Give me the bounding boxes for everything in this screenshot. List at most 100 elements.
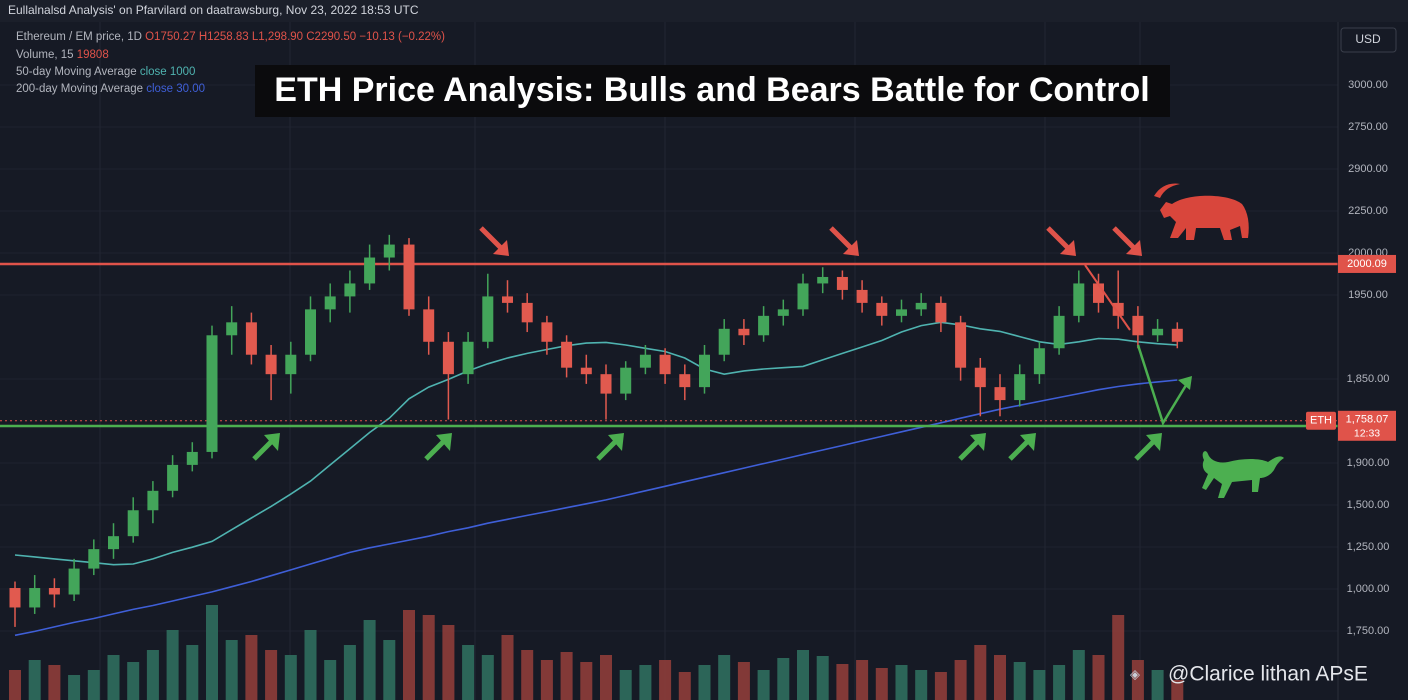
- volume-bar: [1131, 660, 1144, 700]
- annotation-arrow: [1134, 433, 1162, 461]
- volume-bar: [48, 665, 61, 700]
- legend-line: 50-day Moving Average close 1000: [16, 66, 195, 78]
- candle-body: [186, 451, 198, 465]
- candle-body: [1053, 315, 1065, 349]
- arrow-shaft: [829, 226, 853, 250]
- volume-bar: [718, 655, 731, 700]
- candle-body: [994, 387, 1006, 401]
- candle-body: [1112, 302, 1124, 316]
- candle-body: [1152, 328, 1164, 336]
- arrow-head: [1060, 240, 1076, 256]
- candle-body: [502, 296, 513, 303]
- candle-body: [29, 588, 41, 608]
- volume-bar: [915, 670, 928, 700]
- candle-body: [108, 536, 119, 550]
- y-tick-label: 2750.00: [1348, 121, 1388, 133]
- volume-bar: [856, 660, 869, 700]
- volume-bar: [1072, 650, 1085, 700]
- candle-body: [876, 302, 888, 316]
- button-label[interactable]: USD: [1355, 32, 1381, 46]
- volume-bar: [560, 652, 573, 700]
- candle-body: [482, 296, 494, 342]
- candle-body: [541, 322, 553, 342]
- price-badge: [1338, 410, 1396, 441]
- volume-bar: [1033, 670, 1046, 700]
- arrow-shaft: [252, 439, 274, 461]
- candle-body: [226, 322, 238, 336]
- y-tick-label: 1,500.00: [1347, 499, 1390, 511]
- bull-icon: [1202, 451, 1284, 498]
- candle-body: [147, 490, 159, 511]
- arrow-head: [1020, 433, 1036, 451]
- volume-bar: [521, 650, 534, 700]
- volume-bar: [619, 670, 632, 700]
- volume-bar: [383, 640, 396, 700]
- candle-body: [68, 568, 80, 595]
- volume-bar: [146, 650, 159, 700]
- volume-bar: [777, 658, 790, 700]
- volume-bar: [1112, 615, 1125, 700]
- arrow-shaft: [424, 439, 446, 461]
- annotation-arrow: [424, 433, 452, 461]
- currency-button[interactable]: USD: [1340, 27, 1397, 53]
- candle-body: [699, 354, 710, 388]
- volume-bar: [28, 660, 41, 700]
- legend-series-value: close 30.00: [146, 83, 205, 95]
- candle-body: [442, 341, 454, 375]
- arrow-head: [264, 433, 280, 451]
- volume-bar: [501, 635, 514, 700]
- annotation-arrow: [1046, 226, 1076, 256]
- candle-body: [1014, 374, 1026, 401]
- y-tick-label: 1,900.00: [1347, 457, 1390, 469]
- volume-bar: [245, 635, 258, 700]
- symbol-label: ETH: [1310, 415, 1332, 427]
- candle-body: [344, 283, 356, 297]
- button-frame[interactable]: [1340, 27, 1397, 53]
- legend-volume-value: 19808: [77, 49, 109, 61]
- annotation-arrow: [479, 226, 509, 256]
- candle-body: [285, 354, 297, 375]
- arrow-shaft: [958, 439, 980, 461]
- candle-body: [1093, 283, 1104, 303]
- annotation-arrow: [1112, 226, 1142, 256]
- legend-line: 200-day Moving Average close 30.00: [16, 83, 205, 95]
- y-tick-label: 1,750.00: [1347, 625, 1390, 637]
- y-tick-label: 1,850.00: [1347, 373, 1390, 385]
- candle-body: [305, 309, 316, 355]
- volume-bar: [994, 655, 1006, 700]
- ma-line: [14, 321, 1178, 566]
- candle-body: [462, 341, 474, 375]
- candle-body: [167, 464, 179, 491]
- candle-body: [915, 302, 927, 310]
- arrow-head: [970, 433, 986, 451]
- volume-bar: [107, 655, 120, 700]
- bear-icon: [1154, 183, 1249, 240]
- candles-layer: [9, 234, 1183, 627]
- candle-body: [679, 374, 691, 388]
- annotation-arrow: [1008, 433, 1036, 461]
- volume-bar: [166, 630, 179, 700]
- candle-body: [659, 354, 671, 375]
- candle-body: [1171, 328, 1183, 342]
- volume-bar: [68, 675, 81, 700]
- trend-line: [1136, 344, 1190, 426]
- arrow-head: [1146, 433, 1162, 451]
- candle-body: [718, 328, 730, 355]
- candle-body: [403, 244, 415, 310]
- candle-body: [206, 335, 218, 452]
- y-tick-label: 2250.00: [1348, 205, 1388, 217]
- volume-bar: [1053, 665, 1066, 700]
- volume-layer: [9, 605, 1184, 700]
- candle-body: [580, 367, 592, 375]
- volume-bar: [422, 615, 435, 700]
- level-label: 2000.09: [1347, 258, 1387, 270]
- volume-bar: [1151, 670, 1164, 700]
- legend-series: 200-day Moving Average: [16, 83, 143, 95]
- candle-body: [817, 276, 829, 284]
- legend-series: 50-day Moving Average: [16, 66, 137, 78]
- candle-body: [245, 322, 257, 355]
- y-tick-label: 1,000.00: [1347, 583, 1390, 595]
- y-tick-label: 3000.00: [1348, 79, 1388, 91]
- candle-body: [561, 341, 573, 368]
